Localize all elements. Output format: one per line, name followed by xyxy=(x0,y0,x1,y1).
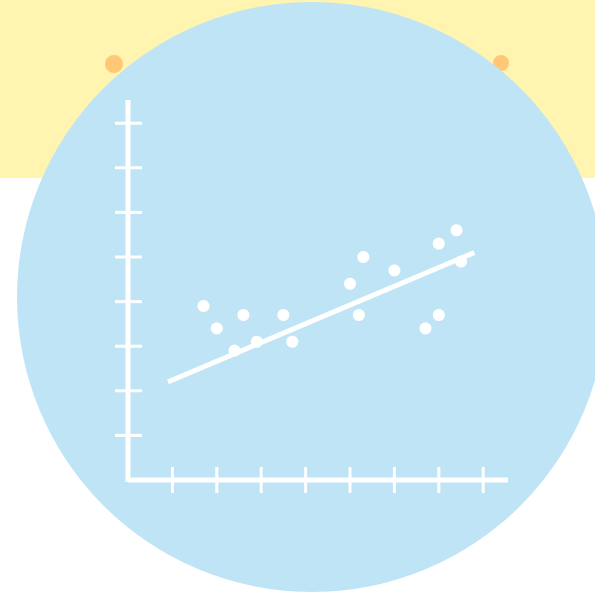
data-point xyxy=(237,308,250,321)
data-point xyxy=(357,251,370,263)
data-point xyxy=(352,308,365,321)
data-point xyxy=(250,335,263,348)
data-point xyxy=(455,255,467,268)
data-point xyxy=(432,308,445,321)
background-circle xyxy=(17,2,595,592)
data-point xyxy=(197,300,210,313)
data-point xyxy=(388,264,401,277)
trend-line xyxy=(166,250,476,385)
data-point xyxy=(286,335,299,348)
data-point xyxy=(432,237,445,250)
data-point xyxy=(210,322,223,335)
chart-area xyxy=(115,100,508,493)
data-point xyxy=(419,322,432,335)
data-point xyxy=(344,277,356,290)
accent-dot-right xyxy=(493,55,509,71)
data-point xyxy=(450,224,463,237)
data-point xyxy=(277,308,290,321)
data-point xyxy=(228,344,241,357)
accent-dot-left xyxy=(105,55,123,73)
